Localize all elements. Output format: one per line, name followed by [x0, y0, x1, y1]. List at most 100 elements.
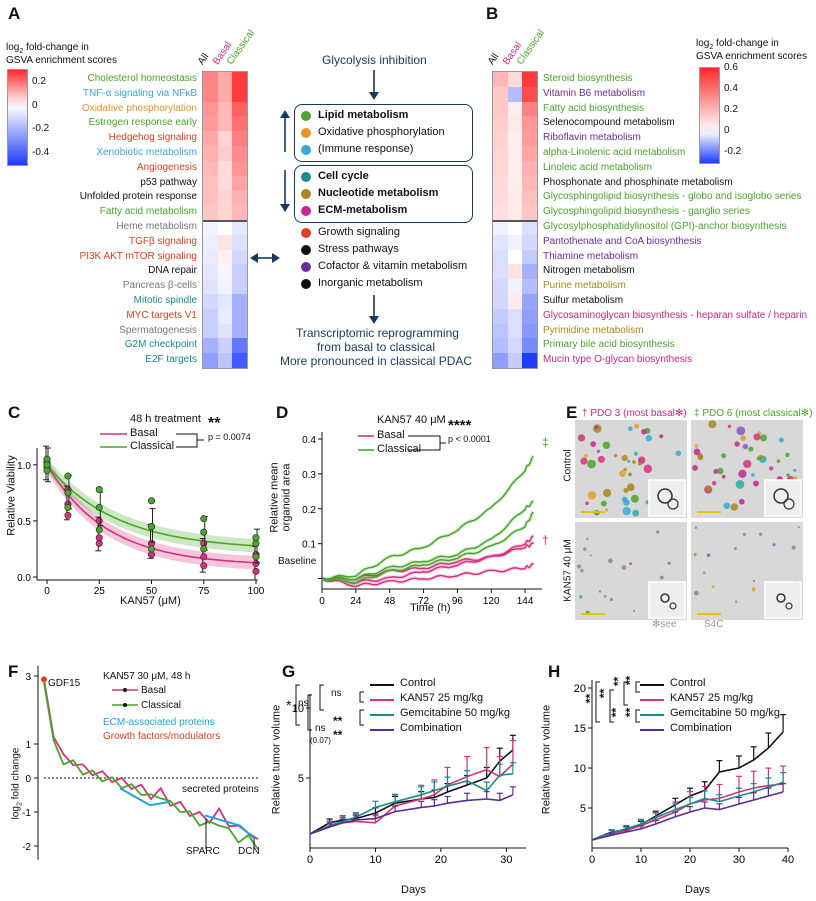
colorbar-tick: 0.2	[724, 104, 738, 116]
y-tick-label: 1.0	[17, 461, 31, 472]
legend-swatch	[370, 729, 394, 731]
legend-label: Control	[670, 677, 706, 689]
heatmap-row-label: Selenocompound metabolism	[543, 117, 675, 129]
heatmap-cell	[232, 131, 247, 146]
x-tick-label: 144	[517, 596, 534, 607]
heatmap-cell	[507, 160, 522, 176]
heatmap-cell	[522, 323, 537, 339]
data-point	[200, 515, 208, 523]
heatmap-cell	[232, 86, 247, 102]
heatmap-cell	[232, 234, 247, 250]
legend-swatch	[370, 684, 394, 686]
sig-bracket	[307, 694, 312, 731]
data-point	[252, 553, 260, 561]
heatmap-col-label: All	[485, 51, 502, 67]
heatmap-cell	[507, 86, 522, 102]
heatmap-cell	[232, 116, 247, 132]
category-label: Growth signaling	[318, 226, 400, 238]
heatmap-cell	[507, 308, 522, 324]
heatmap-row-label: Pyrimidine metabolism	[543, 324, 644, 336]
panel-a-label: A	[8, 4, 21, 23]
heatmap-row-label: Xenobiotic metabolism	[96, 147, 197, 158]
organoid	[708, 420, 717, 429]
panel-e-images	[575, 420, 803, 620]
heatmap-cell	[217, 338, 232, 354]
heatmap-cell	[493, 131, 508, 146]
panel-d-legend-classical: Classical	[377, 443, 422, 455]
panel-h-xlabel: Days	[685, 884, 711, 896]
x-tick-label: 120	[483, 596, 500, 607]
data-point	[200, 562, 208, 570]
data-point	[252, 560, 260, 568]
heatmap-cell	[203, 116, 218, 132]
heatmap-row-label: Fatty acid metabolism	[99, 206, 197, 218]
heatmap-cell	[203, 101, 218, 117]
data-point	[64, 489, 72, 497]
heatmap-separator	[493, 220, 537, 222]
panel-f-cat-ecm: ECM-associated proteins	[103, 717, 215, 728]
sig-bracket	[359, 709, 364, 726]
organoid	[793, 468, 797, 472]
inset-image	[764, 581, 802, 619]
panel-h-label: H	[548, 662, 561, 681]
sig-stars: **	[583, 693, 598, 704]
heatmap-cell	[522, 131, 537, 146]
heatmap-cell	[217, 308, 232, 324]
heatmap-cell	[203, 175, 218, 191]
heatmap-cell	[507, 131, 522, 146]
category-dot	[301, 262, 311, 272]
panel-d-xlabel: Time (h)	[410, 602, 451, 614]
organoid	[692, 464, 698, 471]
sig-p: (0.07)	[310, 736, 331, 745]
organoid	[594, 425, 599, 430]
heatmap-cell	[507, 323, 522, 339]
heatmap-row-label: Steroid biosynthesis	[543, 73, 633, 84]
y-tick-label: 0.3	[302, 470, 316, 481]
data-point	[64, 472, 72, 480]
heatmap-cell	[507, 175, 522, 191]
organoid	[645, 435, 653, 442]
sig-ns: ns	[298, 698, 309, 709]
heatmap-row-label: Glycosylphosphatidylinositol (GPI)-ancho…	[543, 221, 787, 232]
category-dot	[301, 189, 311, 199]
category-label: Cofactor & vitamin metabolism	[318, 260, 468, 272]
x-tick-label: 50	[146, 586, 158, 597]
panel-e-row-kan: KAN57 40 μM	[562, 539, 574, 602]
heatmap-cell	[493, 323, 508, 339]
panel-f-chart: 3 1 0 -1 -2	[22, 665, 259, 860]
legend-label: KAN57 25 mg/kg	[670, 692, 754, 704]
panel-a-scale-title-2: GSVA enrichment scores	[6, 55, 117, 66]
organoid	[785, 452, 790, 458]
heatmap-row-label: alpha-Linolenic acid metabolism	[543, 147, 686, 158]
heatmap-cell	[203, 72, 218, 87]
organoid	[694, 444, 699, 448]
inset-organoid	[776, 593, 786, 603]
panel-e-label: E	[566, 403, 578, 422]
heatmap-cell	[507, 72, 522, 87]
panel-c-ylabel: Relative Viability	[5, 455, 18, 536]
heatmap-cell	[203, 264, 218, 280]
x-tick-label: 24	[350, 596, 362, 607]
x-tick-label: 96	[452, 596, 464, 607]
organoid	[602, 441, 611, 450]
heatmap-cell	[493, 234, 508, 250]
category-label: Lipid metabolism	[318, 109, 409, 121]
data-point	[200, 553, 208, 561]
category-dot	[301, 228, 311, 238]
y-tick-label: 0.0	[17, 573, 31, 584]
heatmap-cell	[522, 294, 537, 309]
legend-swatch	[640, 729, 664, 731]
panel-f-section: secreted proteins	[182, 784, 259, 795]
heatmap-cell	[232, 308, 247, 324]
organoid	[752, 579, 755, 583]
heatmap-row-label: Angiogenesis	[136, 161, 197, 173]
heatmap-cell	[217, 101, 232, 117]
gdf15-point	[41, 676, 47, 683]
data-point	[43, 461, 51, 469]
heatmap-cell	[522, 116, 537, 132]
heatmap-row-label: Primary bile acid biosynthesis	[543, 339, 675, 351]
sig-bracket	[623, 681, 628, 706]
legend-swatch	[640, 714, 664, 716]
panel-c-legend-title: 48 h treatment	[130, 413, 201, 425]
heatmap-cell	[522, 308, 537, 324]
